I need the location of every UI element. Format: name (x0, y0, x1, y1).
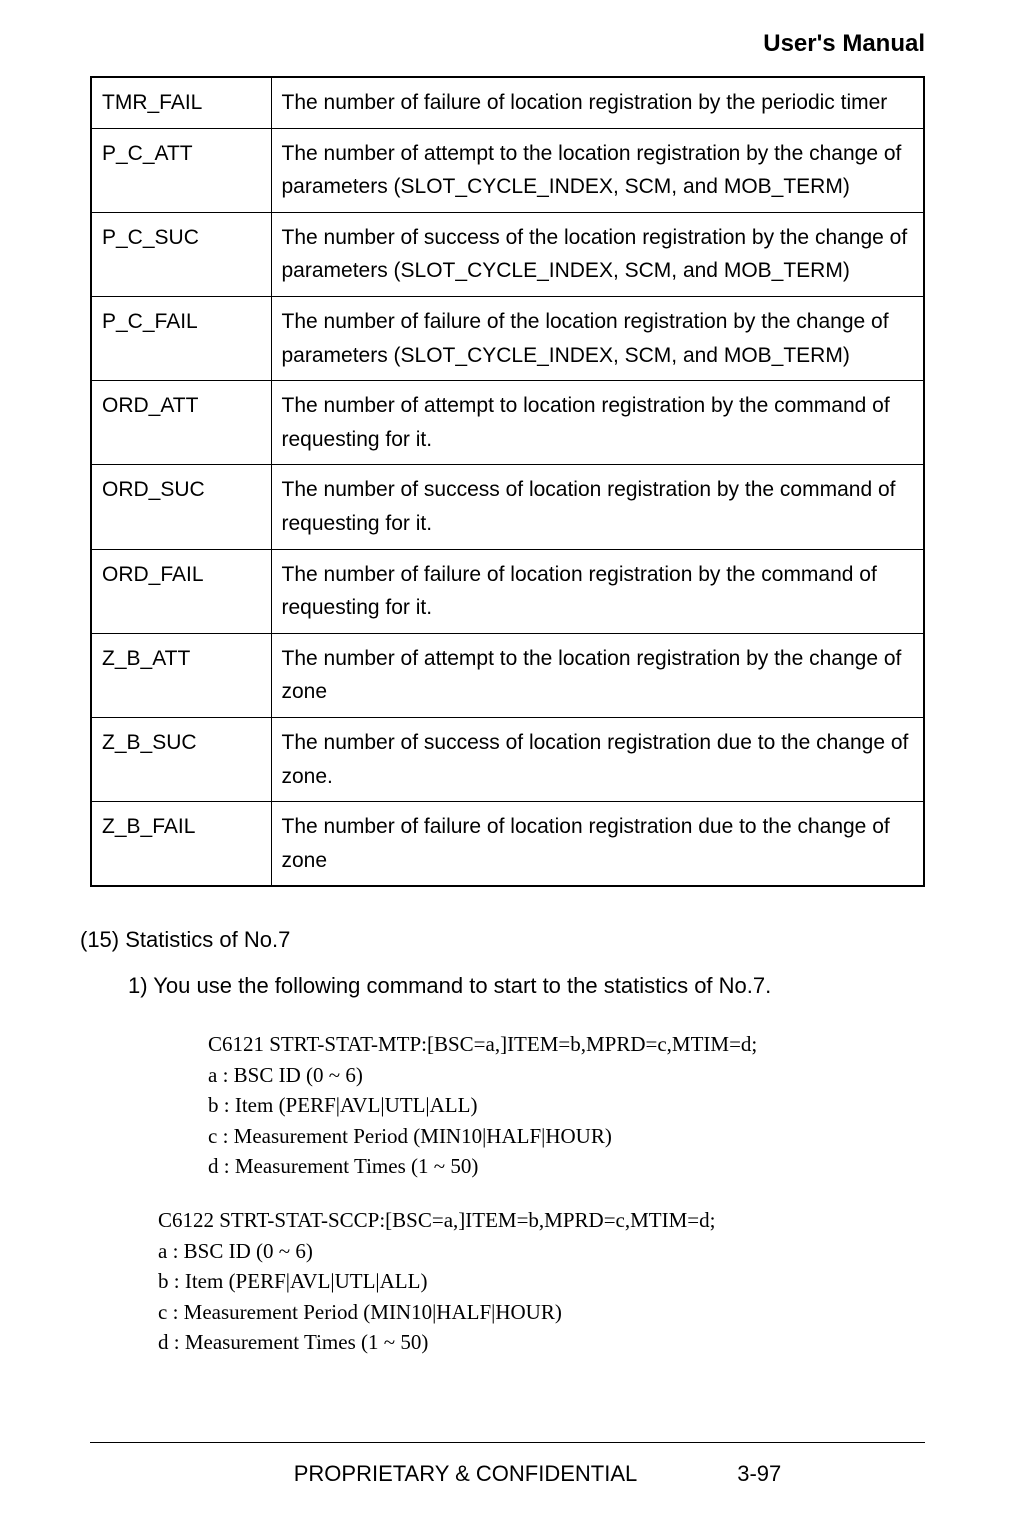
page-footer: PROPRIETARY & CONFIDENTIAL 3-97 (0, 1447, 1015, 1487)
footer-divider (90, 1442, 925, 1443)
desc-cell: The number of attempt to location regist… (271, 381, 924, 465)
cmd-line: d : Measurement Times (1 ~ 50) (208, 1151, 925, 1181)
term-cell: ORD_FAIL (91, 549, 271, 633)
desc-cell: The number of failure of location regist… (271, 802, 924, 887)
page-header-title: User's Manual (90, 30, 925, 58)
term-cell: ORD_SUC (91, 465, 271, 549)
table-row: Z_B_ATT The number of attempt to the loc… (91, 633, 924, 717)
term-cell: TMR_FAIL (91, 77, 271, 128)
sub-heading: 1) You use the following command to star… (128, 973, 925, 999)
table-row: P_C_FAIL The number of failure of the lo… (91, 296, 924, 380)
term-cell: P_C_SUC (91, 212, 271, 296)
table-row: ORD_FAIL The number of failure of locati… (91, 549, 924, 633)
footer-page-number: 3-97 (737, 1461, 781, 1487)
cmd-line: c : Measurement Period (MIN10|HALF|HOUR) (208, 1121, 925, 1151)
table-row: ORD_ATT The number of attempt to locatio… (91, 381, 924, 465)
desc-cell: The number of success of location regist… (271, 717, 924, 801)
section-heading: (15) Statistics of No.7 (80, 927, 925, 953)
cmd-line: b : Item (PERF|AVL|UTL|ALL) (158, 1266, 925, 1296)
cmd-line: C6122 STRT-STAT-SCCP:[BSC=a,]ITEM=b,MPRD… (158, 1205, 925, 1235)
term-cell: ORD_ATT (91, 381, 271, 465)
footer-confidential: PROPRIETARY & CONFIDENTIAL (234, 1461, 638, 1487)
term-cell: P_C_FAIL (91, 296, 271, 380)
cmd-line: a : BSC ID (0 ~ 6) (208, 1060, 925, 1090)
term-cell: Z_B_FAIL (91, 802, 271, 887)
desc-cell: The number of attempt to the location re… (271, 128, 924, 212)
desc-cell: The number of failure of location regist… (271, 549, 924, 633)
term-cell: P_C_ATT (91, 128, 271, 212)
desc-cell: The number of attempt to the location re… (271, 633, 924, 717)
desc-cell: The number of success of location regist… (271, 465, 924, 549)
table-row: Z_B_FAIL The number of failure of locati… (91, 802, 924, 887)
table-row: Z_B_SUC The number of success of locatio… (91, 717, 924, 801)
command-block-2: C6122 STRT-STAT-SCCP:[BSC=a,]ITEM=b,MPRD… (158, 1205, 925, 1357)
cmd-line: c : Measurement Period (MIN10|HALF|HOUR) (158, 1297, 925, 1327)
cmd-line: a : BSC ID (0 ~ 6) (158, 1236, 925, 1266)
term-cell: Z_B_ATT (91, 633, 271, 717)
definitions-table: TMR_FAIL The number of failure of locati… (90, 76, 925, 887)
cmd-line: d : Measurement Times (1 ~ 50) (158, 1327, 925, 1357)
table-row: ORD_SUC The number of success of locatio… (91, 465, 924, 549)
table-row: P_C_ATT The number of attempt to the loc… (91, 128, 924, 212)
desc-cell: The number of success of the location re… (271, 212, 924, 296)
table-row: TMR_FAIL The number of failure of locati… (91, 77, 924, 128)
table-row: P_C_SUC The number of success of the loc… (91, 212, 924, 296)
desc-cell: The number of failure of location regist… (271, 77, 924, 128)
command-block-1: C6121 STRT-STAT-MTP:[BSC=a,]ITEM=b,MPRD=… (208, 1029, 925, 1181)
cmd-line: b : Item (PERF|AVL|UTL|ALL) (208, 1090, 925, 1120)
cmd-line: C6121 STRT-STAT-MTP:[BSC=a,]ITEM=b,MPRD=… (208, 1029, 925, 1059)
term-cell: Z_B_SUC (91, 717, 271, 801)
desc-cell: The number of failure of the location re… (271, 296, 924, 380)
